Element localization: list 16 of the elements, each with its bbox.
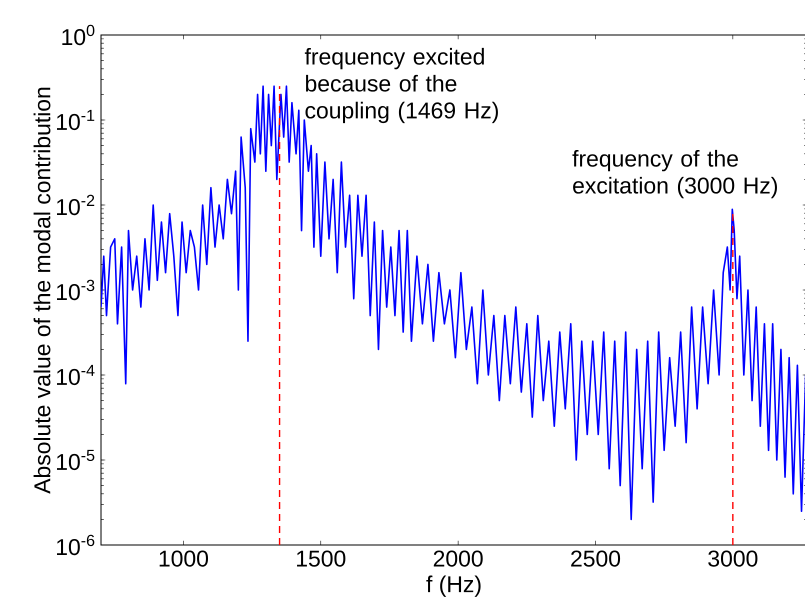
y-tick-label: 10$^{0}$ bbox=[62, 24, 94, 46]
y-tick-label: 10$^{-5}$ bbox=[57, 450, 94, 470]
y-axis-title: Absolute value of the modal contribution bbox=[34, 88, 50, 494]
y-tick-label: 10$^{-3}$ bbox=[57, 280, 94, 300]
y-tick-label: 10$^{-2}$ bbox=[57, 194, 94, 216]
x-axis-title: f (Hz) bbox=[426, 576, 481, 597]
annotation: frequency of the excitation (3000 Hz) bbox=[572, 150, 777, 198]
x-tick-label: 2500 bbox=[571, 550, 620, 567]
y-tick-label: 10$^{-4}$ bbox=[57, 364, 95, 386]
x-tick-label: 1000 bbox=[160, 550, 208, 567]
x-tick-label: 3000 bbox=[708, 550, 758, 567]
y-tick-label: 10$^{-1}$ bbox=[57, 110, 94, 130]
x-tick-label: 1500 bbox=[297, 550, 346, 567]
annotation: frequency excited because of the coupling (1469 Hz) bbox=[304, 48, 498, 124]
y-tick-label: 10$^{-6}$ bbox=[57, 534, 94, 556]
x-tick-label: 2000 bbox=[434, 550, 483, 567]
